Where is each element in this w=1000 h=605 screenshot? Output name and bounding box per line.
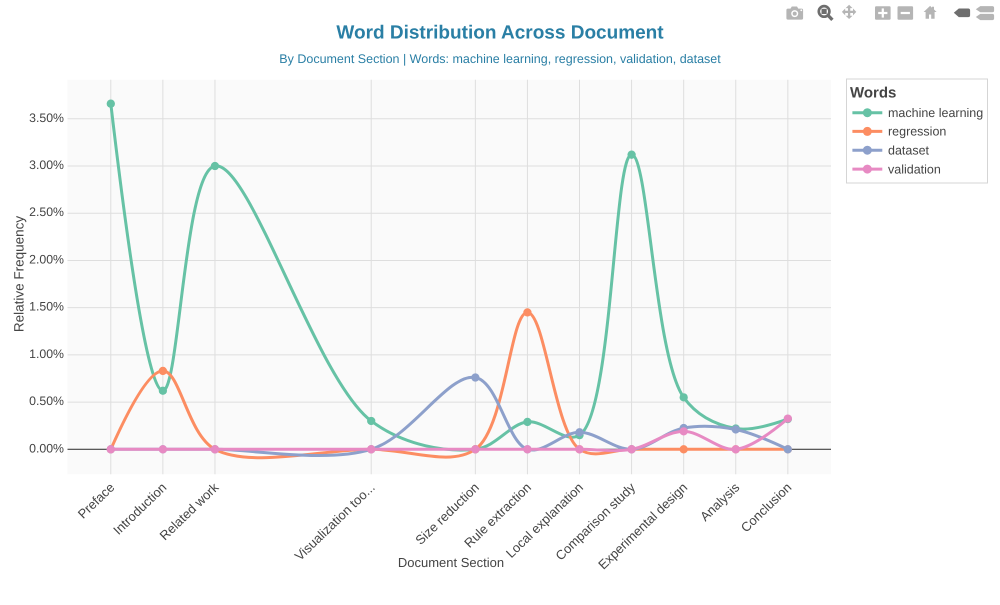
svg-text:dataset: dataset bbox=[888, 143, 930, 157]
svg-text:Relative Frequency: Relative Frequency bbox=[12, 216, 27, 333]
svg-text:machine learning: machine learning bbox=[888, 106, 983, 120]
svg-text:3.00%: 3.00% bbox=[29, 158, 64, 172]
svg-text:1.50%: 1.50% bbox=[29, 300, 64, 314]
svg-text:0.50%: 0.50% bbox=[29, 394, 64, 408]
svg-text:3.50%: 3.50% bbox=[29, 111, 64, 125]
svg-text:1.00%: 1.00% bbox=[29, 347, 64, 361]
svg-text:2.00%: 2.00% bbox=[29, 252, 64, 266]
svg-text:Word Distribution Across Docum: Word Distribution Across Document bbox=[336, 23, 664, 44]
svg-text:0.00%: 0.00% bbox=[29, 441, 64, 455]
svg-text:Words: Words bbox=[850, 84, 896, 101]
svg-text:By Document Section | Words: m: By Document Section | Words: machine lea… bbox=[279, 52, 721, 66]
svg-text:2.50%: 2.50% bbox=[29, 205, 64, 219]
svg-text:Document Section: Document Section bbox=[398, 555, 504, 570]
svg-text:validation: validation bbox=[888, 162, 941, 176]
svg-text:regression: regression bbox=[888, 125, 946, 139]
